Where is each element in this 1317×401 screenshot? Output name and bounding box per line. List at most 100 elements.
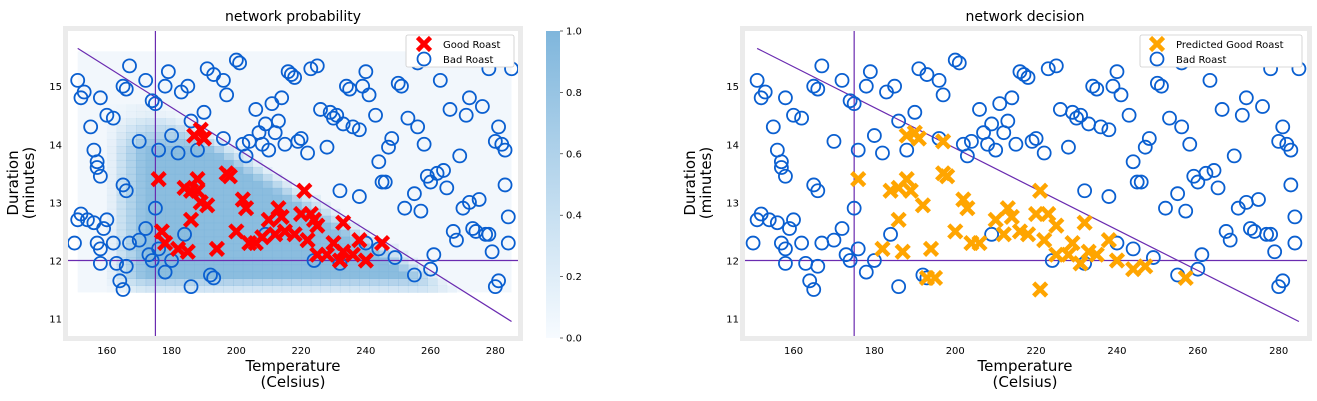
heat-cell xyxy=(349,236,360,245)
y-tick-label: 15 xyxy=(49,82,62,93)
heat-cell xyxy=(135,146,147,154)
heat-cell xyxy=(135,271,147,279)
good-roast-point xyxy=(150,171,167,188)
bad-roast-point xyxy=(1178,203,1194,219)
heat-cell xyxy=(174,257,186,266)
heat-cell xyxy=(194,166,205,175)
heat-cell xyxy=(165,208,176,217)
heat-cell xyxy=(223,257,234,266)
heat-cell xyxy=(301,243,312,252)
bad-roast-point xyxy=(1093,119,1109,135)
heat-cell xyxy=(417,278,428,286)
heat-cell xyxy=(330,257,341,266)
heat-cell xyxy=(155,125,166,133)
bad-roast-point xyxy=(131,232,147,248)
heat-cell xyxy=(359,264,370,273)
heat-cell xyxy=(252,215,263,224)
good-roast-point xyxy=(309,217,326,234)
bad-roast-point xyxy=(381,139,396,155)
heat-cell xyxy=(165,153,176,161)
bad-roast-point xyxy=(413,203,429,219)
heat-cell xyxy=(203,146,215,154)
bad-roast-point xyxy=(1125,154,1141,170)
heat-cell xyxy=(174,159,186,168)
heat-cell xyxy=(349,222,360,231)
bad-roast-point xyxy=(778,255,793,271)
bad-roast-point xyxy=(500,235,516,251)
heat-cell xyxy=(262,187,273,196)
bad-roast-point xyxy=(481,226,497,242)
heat-cell xyxy=(126,187,137,196)
legend-good-label: Good Roast xyxy=(443,40,500,51)
heat-cell xyxy=(203,159,215,168)
heat-cell xyxy=(339,229,351,238)
heat-cell xyxy=(126,118,137,126)
heat-cell xyxy=(116,139,127,147)
bad-roast-point xyxy=(442,102,458,117)
legend-box xyxy=(1139,34,1303,68)
heat-cell xyxy=(320,243,331,252)
chart-title: network probability xyxy=(225,9,361,25)
bad-roast-point xyxy=(115,78,131,94)
bad-roast-point xyxy=(407,186,422,202)
bad-roast-point xyxy=(1016,67,1032,82)
good-roast-point xyxy=(1032,182,1049,199)
good-roast-point xyxy=(1060,246,1077,263)
y-tick-label: 12 xyxy=(49,256,62,267)
bad-roast-point xyxy=(757,84,773,100)
heat-cell xyxy=(116,222,127,231)
heat-cell xyxy=(330,208,341,217)
heat-cell xyxy=(223,201,234,210)
bad-roast-point xyxy=(891,279,907,295)
heat-cell xyxy=(301,285,312,293)
heat-cell xyxy=(310,229,322,238)
bad-roast-point xyxy=(1162,110,1177,126)
heat-cell xyxy=(145,264,156,273)
bad-roast-point xyxy=(1210,180,1226,196)
good-roast-point xyxy=(850,171,867,188)
bad-roast-point xyxy=(749,72,765,88)
heat-cell xyxy=(223,146,234,154)
heat-cell xyxy=(126,278,137,286)
bad-roast-point xyxy=(1238,194,1254,210)
bad-roast-point xyxy=(407,267,422,283)
heat-cell xyxy=(213,159,224,168)
heat-cell xyxy=(174,194,186,203)
bad-roast-point xyxy=(794,110,810,126)
bad-roast-point xyxy=(1198,165,1214,181)
heat-cell xyxy=(155,187,166,196)
x-tick-label: 160 xyxy=(97,346,116,357)
heat-cell xyxy=(174,139,186,147)
heat-cell xyxy=(213,180,224,189)
good-roast-point xyxy=(199,197,216,214)
bad-roast-point xyxy=(972,102,987,117)
heat-cell xyxy=(320,215,331,224)
heat-cell xyxy=(155,222,166,231)
good-roast-point xyxy=(195,130,213,147)
heat-cell xyxy=(135,215,147,224)
bad-roast-point xyxy=(1174,119,1190,135)
bad-roast-point xyxy=(1271,133,1287,149)
heat-cell xyxy=(233,194,244,203)
heat-cell xyxy=(203,229,215,238)
heat-cell xyxy=(339,278,351,286)
heat-cell xyxy=(378,264,390,273)
bad-roast-point xyxy=(432,72,448,88)
bad-roast-point xyxy=(1089,81,1105,97)
bad-roast-point xyxy=(345,119,361,135)
heat-cell xyxy=(252,278,263,286)
heat-cell xyxy=(213,153,224,161)
heat-cell xyxy=(184,236,195,245)
heat-cell xyxy=(194,180,205,189)
bad-roast-point xyxy=(105,235,121,251)
heat-cell xyxy=(106,173,118,182)
bad-roast-point xyxy=(112,273,128,289)
bad-roast-point xyxy=(1287,235,1303,251)
bad-roast-point xyxy=(1004,90,1020,106)
heat-cell xyxy=(320,208,331,217)
heat-cell xyxy=(203,173,215,182)
heat-cell xyxy=(281,236,292,245)
bad-roast-point xyxy=(1040,61,1056,77)
heat-cell xyxy=(291,257,302,266)
good-roast-point xyxy=(1003,208,1020,225)
